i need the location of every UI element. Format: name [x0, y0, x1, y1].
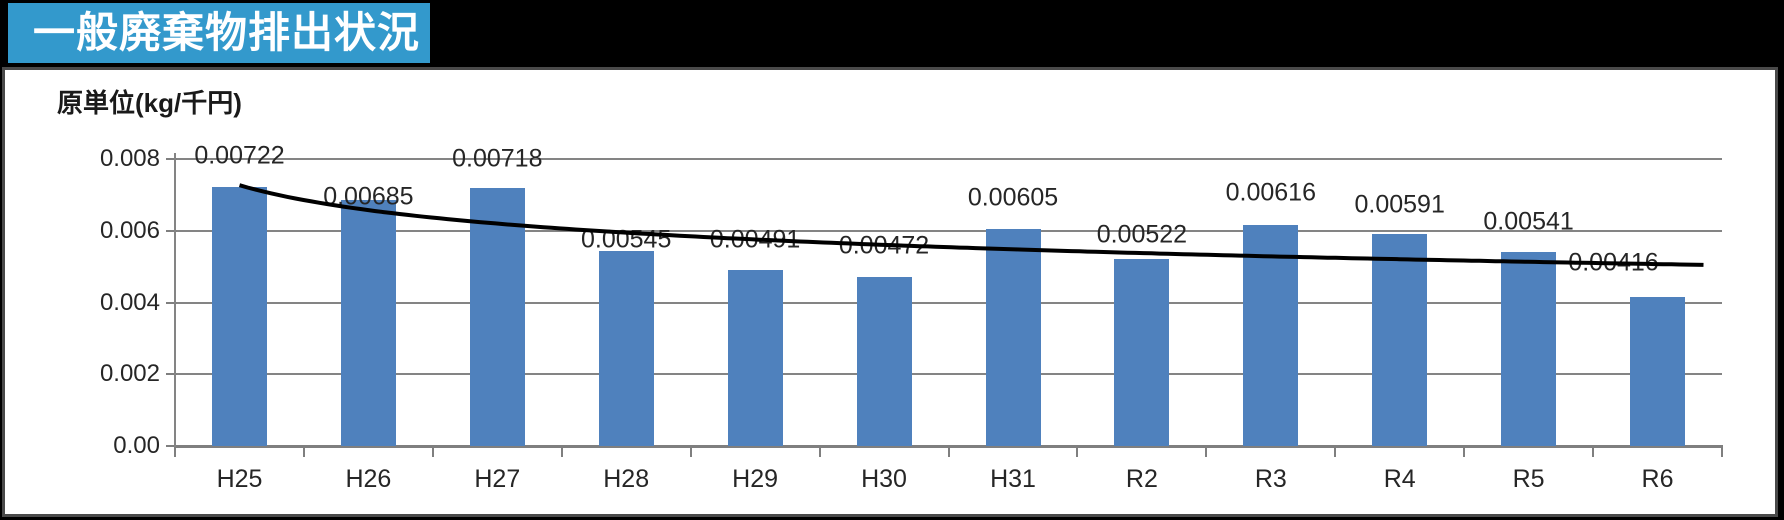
y-tick: [166, 158, 177, 160]
x-tick: [1076, 447, 1079, 457]
bar: [469, 188, 525, 446]
x-tick-label: H25: [216, 465, 263, 493]
report-header-bar: 一般廃棄物排出状況: [0, 0, 1784, 66]
y-tick-label: 0.00: [113, 432, 160, 459]
bar: [212, 187, 267, 446]
report-title: 一般廃棄物排出状況: [33, 9, 421, 56]
x-tick: [174, 447, 176, 457]
x-tick-label: H31: [990, 465, 1036, 493]
data-label: 0.00718: [452, 144, 543, 173]
y-tick: [166, 445, 177, 447]
y-tick-label: 0.008: [99, 145, 160, 172]
gridline: [175, 373, 1722, 376]
data-label: 0.00472: [838, 231, 930, 260]
y-tick: [166, 373, 177, 376]
y-axis-line: [174, 153, 176, 452]
data-label: 0.00722: [194, 141, 285, 170]
data-label: 0.00616: [1225, 178, 1316, 207]
x-tick: [818, 447, 821, 457]
x-tick: [1592, 447, 1595, 457]
x-tick-label: H30: [861, 465, 907, 493]
x-tick: [1721, 447, 1723, 457]
x-tick-label: H29: [732, 465, 779, 493]
x-tick-label: R4: [1383, 465, 1416, 493]
x-tick: [1334, 447, 1337, 457]
y-tick: [166, 301, 177, 304]
y-axis-title: 原単位(kg/千円): [57, 88, 242, 118]
data-label: 0.00491: [709, 225, 801, 254]
bar: [1372, 234, 1428, 446]
data-label: 0.00685: [323, 182, 414, 211]
y-tick-label: 0.006: [99, 216, 160, 244]
x-tick: [431, 447, 434, 457]
data-label: 0.00541: [1483, 207, 1574, 236]
plot-area: 0.008 0.006 0.004 0.002 0.00 0.00722 H25 0.0068…: [5, 70, 1775, 514]
y-tick-label: 0.004: [99, 288, 160, 316]
chart-panel: 原単位(kg/千円) 0.008 0.006 0.004 0.002 0.00 0.007…: [2, 67, 1778, 517]
bar: [727, 269, 783, 446]
bar: [856, 276, 912, 446]
data-label: 0.00416: [1568, 248, 1659, 277]
x-tick: [947, 447, 950, 457]
x-axis-line: [174, 445, 1723, 448]
data-label: 0.00545: [581, 225, 672, 253]
bar: [1243, 225, 1299, 446]
x-tick: [1205, 447, 1208, 457]
data-label: 0.00522: [1096, 220, 1188, 249]
x-tick-label: H27: [474, 465, 521, 493]
data-label: 0.00591: [1354, 190, 1445, 219]
y-tick: [166, 229, 177, 232]
gridline: [175, 301, 1722, 304]
gridline: [175, 158, 1722, 160]
x-tick: [1463, 447, 1466, 457]
x-tick-label: R6: [1641, 465, 1674, 493]
x-tick-label: H26: [345, 465, 392, 493]
x-tick-label: H28: [603, 465, 650, 493]
bar: [1114, 258, 1170, 446]
bar: [1501, 251, 1557, 446]
report-title-box: 一般廃棄物排出状況: [8, 3, 430, 63]
data-label: 0.00605: [967, 183, 1059, 212]
bar: [340, 200, 396, 446]
x-tick-label: R5: [1512, 465, 1545, 493]
bar: [985, 229, 1041, 446]
bar: [598, 250, 654, 446]
x-tick-label: R3: [1254, 465, 1287, 493]
x-tick: [302, 447, 305, 457]
bar: [1630, 296, 1685, 446]
x-tick: [689, 447, 692, 457]
x-tick: [560, 447, 563, 457]
y-tick-label: 0.002: [99, 360, 160, 388]
x-tick-label: R2: [1125, 465, 1158, 493]
